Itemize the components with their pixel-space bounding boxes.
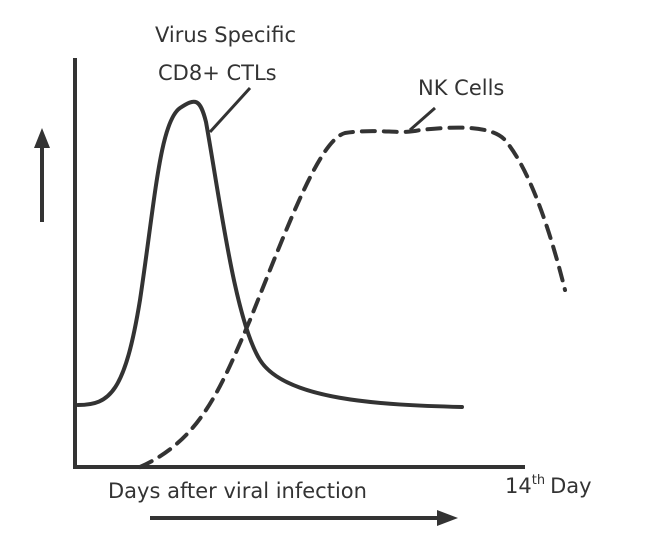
day-suffix: th [532, 473, 545, 488]
ctl-curve [76, 99, 464, 409]
ctl-label: Virus Specific [155, 23, 296, 47]
nk-label: NK Cells [418, 76, 504, 100]
x-axis-end-label: 14th Day [505, 473, 592, 498]
ctl-label: CD8+ CTLs [158, 61, 277, 85]
nk-curve [138, 125, 567, 469]
day-word: Day [550, 474, 591, 498]
day-number: 14 [505, 474, 532, 498]
x-axis-label: Days after viral infection [108, 479, 367, 503]
right-arrow-head [437, 510, 458, 526]
nk-leader [409, 106, 436, 132]
up-arrow-head [34, 128, 50, 148]
ctl-leader [208, 86, 252, 134]
